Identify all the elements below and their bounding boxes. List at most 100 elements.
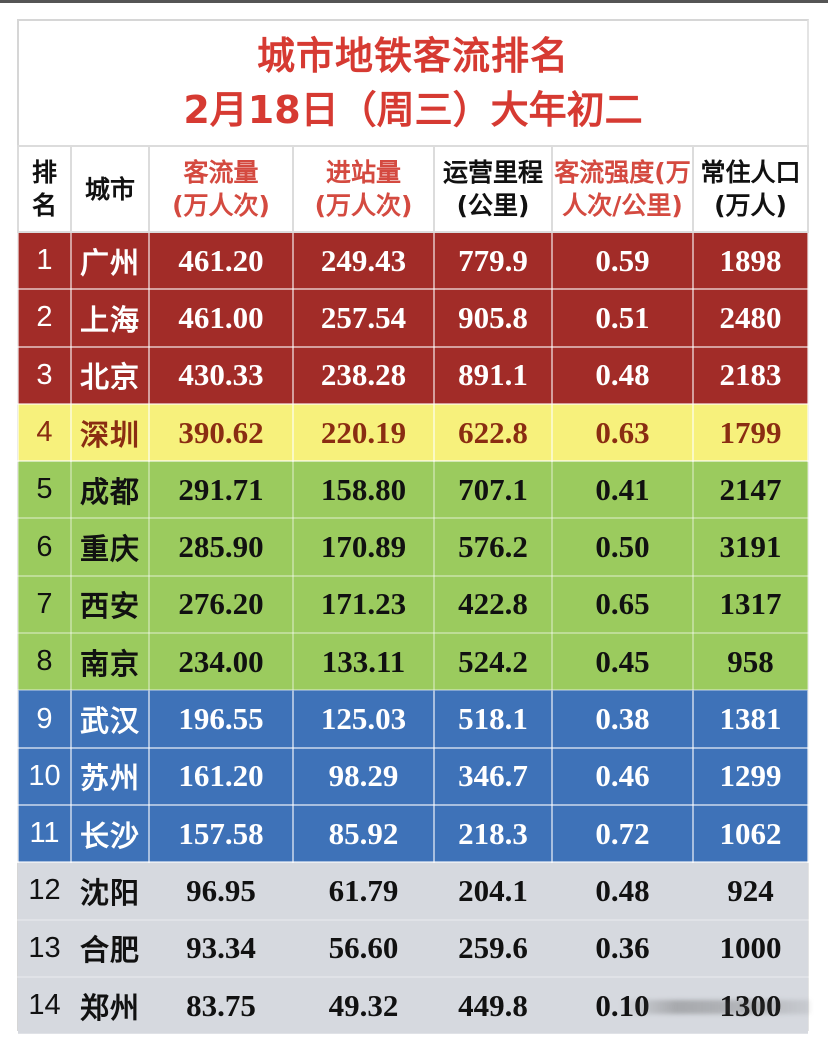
header-city: 城市 [70,145,150,233]
cell-mileage: 449.8 [434,976,552,1036]
ridership-table: 排名 城市 客流量 (万人次) 进站量 (万人次) 运营里程 (公里) 客流强度(万人… [17,145,809,1036]
cell-intensity: 0.50 [551,518,694,577]
table-row: 1 广州 461.20 249.43 779.9 0.59 1898 [17,232,809,291]
cell-population: 924 [693,862,808,921]
cell-intensity: 0.41 [551,461,694,520]
cell-mileage: 576.2 [433,518,553,577]
table-row: 12 沈阳 96.95 61.79 204.1 0.48 924 [18,862,808,921]
cell-ridership: 83.75 [149,976,293,1036]
cell-ridership: 96.95 [149,862,293,921]
cell-intensity: 0.65 [551,575,694,635]
cell-entries: 125.03 [292,690,435,749]
cell-mileage: 905.8 [433,289,553,348]
table-row: 5 成都 291.71 158.80 707.1 0.41 2147 [17,461,809,520]
cell-mileage: 891.1 [433,346,553,405]
cell-rank: 9 [17,690,72,749]
cell-city: 合肥 [71,919,149,978]
header-entries: 进站量 (万人次) [292,145,435,233]
header-mileage: 运营里程 (公里) [433,145,553,233]
cell-ridership: 161.20 [148,747,294,806]
ranking-sheet: 城市地铁客流排名 2月18日（周三）大年初二 排名 城市 客流量 (万人次) 进站… [17,19,809,1036]
header-intensity: 客流强度(万 人次/公里) [551,145,694,233]
cell-ridership: 285.90 [148,518,294,577]
cell-entries: 220.19 [292,403,435,463]
cell-ridership: 196.55 [148,690,294,749]
header-rank: 排名 [17,145,72,233]
cell-population: 1317 [692,575,809,635]
table-row: 9 武汉 196.55 125.03 518.1 0.38 1381 [17,690,809,749]
cell-population: 958 [692,633,809,692]
cell-ridership: 157.58 [148,804,294,864]
cell-rank: 7 [17,575,72,635]
table-row: 8 南京 234.00 133.11 524.2 0.45 958 [17,633,809,692]
cell-population: 1799 [692,403,809,463]
cell-rank: 8 [17,633,72,692]
cell-rank: 13 [18,919,71,978]
cell-city: 北京 [70,346,150,405]
cell-city: 广州 [70,232,150,291]
cell-population: 1000 [693,919,808,978]
cell-intensity: 0.10 [552,976,693,1036]
cell-mileage: 422.8 [433,575,553,635]
cell-rank: 2 [17,289,72,348]
cell-mileage: 259.6 [434,919,552,978]
cell-entries: 85.92 [292,804,435,864]
cell-ridership: 234.00 [148,633,294,692]
header-row: 排名 城市 客流量 (万人次) 进站量 (万人次) 运营里程 (公里) 客流强度(万人… [17,145,809,233]
cell-city: 深圳 [70,403,150,463]
table-row: 10 苏州 161.20 98.29 346.7 0.46 1299 [17,747,809,806]
cell-intensity: 0.38 [551,690,694,749]
cell-entries: 158.80 [292,461,435,520]
cell-city: 武汉 [70,690,150,749]
cell-intensity: 0.48 [552,862,693,921]
cell-population: 2480 [692,289,809,348]
cell-entries: 257.54 [292,289,435,348]
cell-mileage: 218.3 [433,804,553,864]
cell-rank: 12 [18,862,71,921]
cell-population: 2147 [692,461,809,520]
cell-entries: 133.11 [292,633,435,692]
cell-entries: 249.43 [292,232,435,291]
cell-mileage: 524.2 [433,633,553,692]
cell-intensity: 0.51 [551,289,694,348]
cell-mileage: 518.1 [433,690,553,749]
cell-rank: 3 [17,346,72,405]
cell-city: 成都 [70,461,150,520]
cell-rank: 11 [17,804,72,864]
cell-intensity: 0.48 [551,346,694,405]
table-row: 3 北京 430.33 238.28 891.1 0.48 2183 [17,346,809,405]
cell-rank: 1 [17,232,72,291]
cell-entries: 170.89 [292,518,435,577]
table-row: 11 长沙 157.58 85.92 218.3 0.72 1062 [17,804,809,864]
cell-population: 1299 [692,747,809,806]
cell-population: 1898 [692,232,809,291]
cell-city: 苏州 [70,747,150,806]
cell-ridership: 276.20 [148,575,294,635]
cell-ridership: 461.00 [148,289,294,348]
cell-intensity: 0.72 [551,804,694,864]
cell-rank: 4 [17,403,72,463]
cell-ridership: 291.71 [148,461,294,520]
cell-rank: 14 [18,976,71,1036]
table-row: 13 合肥 93.34 56.60 259.6 0.36 1000 [18,919,808,978]
cell-city: 南京 [70,633,150,692]
cell-entries: 171.23 [292,575,435,635]
cell-city: 长沙 [70,804,150,864]
cell-entries: 61.79 [293,862,434,921]
cell-city: 郑州 [71,976,149,1036]
cell-rank: 10 [17,747,72,806]
cell-intensity: 0.36 [552,919,693,978]
cell-intensity: 0.59 [551,232,694,291]
table-row: 7 西安 276.20 171.23 422.8 0.65 1317 [17,575,809,635]
cell-entries: 98.29 [292,747,435,806]
cell-intensity: 0.46 [551,747,694,806]
cell-population: 1300 [693,976,808,1036]
cell-entries: 49.32 [293,976,434,1036]
cell-intensity: 0.63 [551,403,694,463]
cell-intensity: 0.45 [551,633,694,692]
title-block: 城市地铁客流排名 2月18日（周三）大年初二 [19,21,807,145]
cell-ridership: 93.34 [149,919,293,978]
cell-ridership: 461.20 [148,232,294,291]
cell-rank: 6 [17,518,72,577]
